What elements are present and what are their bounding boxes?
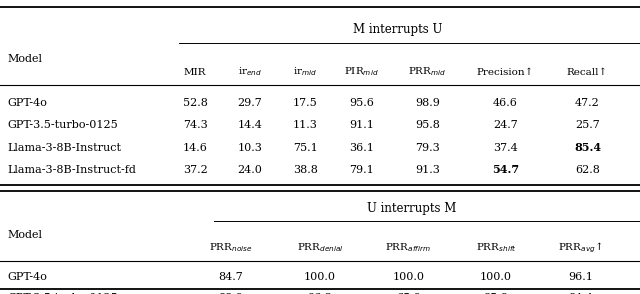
Text: Model: Model	[8, 230, 43, 240]
Text: 88.9: 88.9	[218, 293, 243, 294]
Text: 74.3: 74.3	[183, 120, 207, 130]
Text: 62.8: 62.8	[575, 165, 600, 175]
Text: 84.7: 84.7	[218, 272, 243, 282]
Text: PRR$_{mid}$: PRR$_{mid}$	[408, 66, 447, 78]
Text: 91.1: 91.1	[349, 120, 374, 130]
Text: 14.6: 14.6	[183, 143, 207, 153]
Text: 65.9: 65.9	[396, 293, 420, 294]
Text: M interrupts U: M interrupts U	[353, 23, 442, 36]
Text: 54.7: 54.7	[492, 164, 519, 176]
Text: 79.3: 79.3	[415, 143, 440, 153]
Text: 96.1: 96.1	[568, 272, 593, 282]
Text: 52.8: 52.8	[183, 98, 207, 108]
Text: 98.9: 98.9	[415, 98, 440, 108]
Text: 11.3: 11.3	[293, 120, 317, 130]
Text: 37.4: 37.4	[493, 143, 518, 153]
Text: 85.4: 85.4	[574, 142, 601, 153]
Text: 95.8: 95.8	[415, 120, 440, 130]
Text: 14.4: 14.4	[237, 120, 262, 130]
Text: 100.0: 100.0	[480, 272, 512, 282]
Text: Precision↑: Precision↑	[477, 68, 534, 76]
Text: 46.6: 46.6	[493, 98, 518, 108]
Text: Model: Model	[8, 54, 43, 64]
Text: 37.2: 37.2	[183, 165, 207, 175]
Text: 96.3: 96.3	[308, 293, 332, 294]
Text: PRR$_{shift}$: PRR$_{shift}$	[476, 241, 516, 254]
Text: 84.4: 84.4	[568, 293, 593, 294]
Text: 47.2: 47.2	[575, 98, 600, 108]
Text: PRR$_{avg}$↑: PRR$_{avg}$↑	[558, 240, 603, 255]
Text: 25.7: 25.7	[575, 120, 600, 130]
Text: MIR: MIR	[184, 68, 207, 76]
Text: 17.5: 17.5	[293, 98, 317, 108]
Text: 24.0: 24.0	[237, 165, 262, 175]
Text: ir$_{mid}$: ir$_{mid}$	[293, 66, 317, 78]
Text: 100.0: 100.0	[304, 272, 336, 282]
Text: PIR$_{mid}$: PIR$_{mid}$	[344, 66, 379, 78]
Text: 79.1: 79.1	[349, 165, 374, 175]
Text: ir$_{end}$: ir$_{end}$	[237, 66, 262, 78]
Text: 24.7: 24.7	[493, 120, 518, 130]
Text: 38.8: 38.8	[293, 165, 317, 175]
Text: GPT-4o: GPT-4o	[8, 98, 47, 108]
Text: 91.3: 91.3	[415, 165, 440, 175]
Text: 75.1: 75.1	[293, 143, 317, 153]
Text: 36.1: 36.1	[349, 143, 374, 153]
Text: U interrupts M: U interrupts M	[367, 202, 456, 215]
Text: 29.7: 29.7	[237, 98, 262, 108]
Text: Llama-3-8B-Instruct: Llama-3-8B-Instruct	[8, 143, 122, 153]
Text: GPT-3.5-turbo-0125: GPT-3.5-turbo-0125	[8, 120, 118, 130]
Text: GPT-4o: GPT-4o	[8, 272, 47, 282]
Text: 10.3: 10.3	[237, 143, 262, 153]
Text: Llama-3-8B-Instruct-fd: Llama-3-8B-Instruct-fd	[8, 165, 136, 175]
Text: 95.6: 95.6	[349, 98, 374, 108]
Text: PRR$_{noise}$: PRR$_{noise}$	[209, 241, 252, 254]
Text: PRR$_{denial}$: PRR$_{denial}$	[296, 241, 344, 254]
Text: Recall↑: Recall↑	[567, 68, 608, 76]
Text: 85.8: 85.8	[484, 293, 508, 294]
Text: GPT-3.5-turbo-0125: GPT-3.5-turbo-0125	[8, 293, 118, 294]
Text: 100.0: 100.0	[392, 272, 424, 282]
Text: PRR$_{affirm}$: PRR$_{affirm}$	[385, 241, 431, 254]
